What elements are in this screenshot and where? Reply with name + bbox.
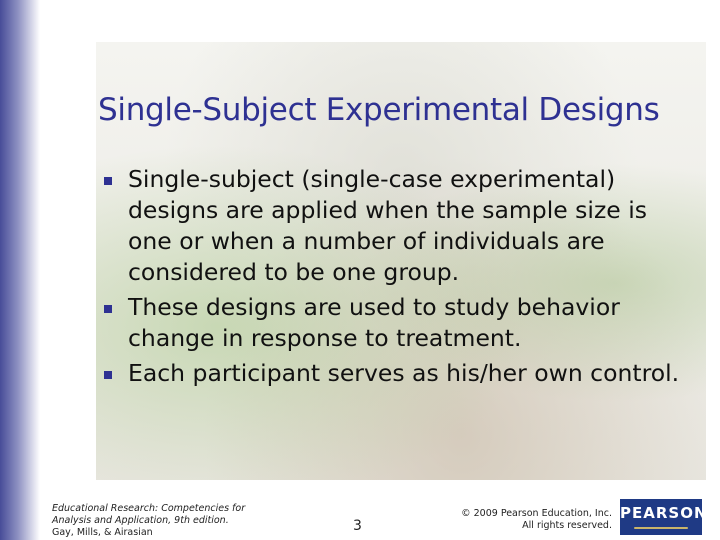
square-bullet-icon xyxy=(104,305,112,313)
book-title-line1: Educational Research: Competencies for xyxy=(52,503,246,514)
copyright-line2: All rights reserved. xyxy=(522,520,612,531)
square-bullet-icon xyxy=(104,371,112,379)
copyright-line1: © 2009 Pearson Education, Inc. xyxy=(461,508,612,519)
bullet-text: Each participant serves as his/her own c… xyxy=(128,359,680,387)
book-title-line2: Analysis and Application, 9th edition. xyxy=(52,515,229,526)
left-gradient-strip xyxy=(0,0,40,540)
page-number: 3 xyxy=(353,518,362,534)
bullet-list: Single-subject (single-case experimental… xyxy=(104,164,694,393)
pearson-logo: PEARSON xyxy=(620,499,707,535)
bullet-text: Single-subject (single-case experimental… xyxy=(128,165,647,286)
authors: Gay, Mills, & Airasian xyxy=(52,527,153,538)
bullet-text: These designs are used to study behavior… xyxy=(128,293,620,352)
footer-citation: Educational Research: Competencies for A… xyxy=(52,503,245,539)
bullet-item: These designs are used to study behavior… xyxy=(104,292,694,354)
bullet-item: Single-subject (single-case experimental… xyxy=(104,164,694,288)
slide-title: Single-Subject Experimental Designs xyxy=(98,92,660,128)
square-bullet-icon xyxy=(104,177,112,185)
background-photo xyxy=(96,42,706,480)
copyright: © 2009 Pearson Education, Inc. All right… xyxy=(461,508,612,532)
bullet-item: Each participant serves as his/her own c… xyxy=(104,358,694,389)
